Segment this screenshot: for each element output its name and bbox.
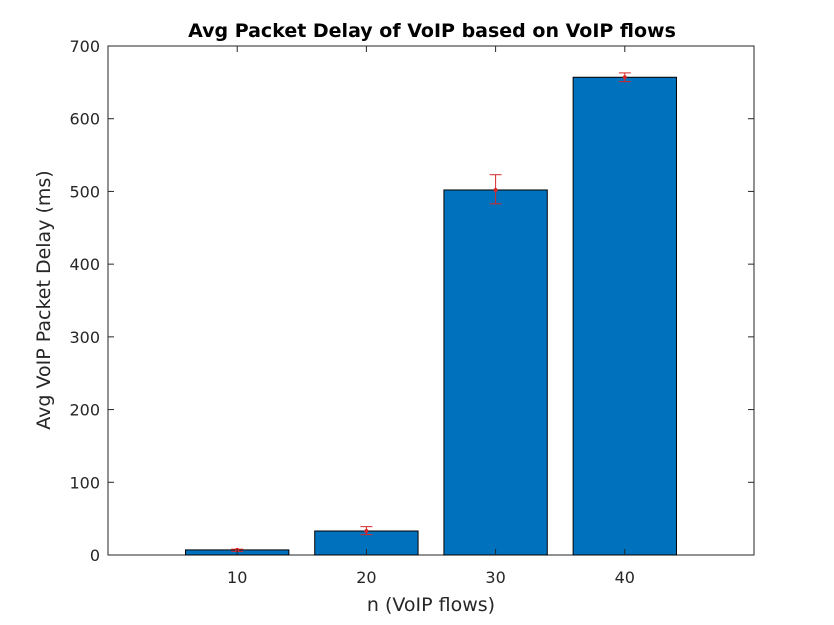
y-tick-label: 700: [69, 37, 100, 56]
x-tick-label: 10: [227, 568, 247, 587]
bars: [185, 76, 677, 556]
y-tick-label: 300: [69, 328, 100, 347]
y-tick-label: 500: [69, 182, 100, 201]
error-bars: [231, 72, 631, 552]
chart-title: Avg Packet Delay of VoIP based on VoIP f…: [188, 20, 676, 42]
x-tick-label: 20: [356, 568, 376, 587]
y-tick-label: 400: [69, 255, 100, 274]
y-tick-label: 0: [90, 546, 100, 565]
bar-30: [443, 189, 548, 556]
bar-40: [572, 76, 677, 556]
plot-area: [107, 45, 755, 556]
x-axis-ticks: 10 20 30 40: [227, 46, 635, 587]
x-tick-label: 40: [615, 568, 635, 587]
y-axis-label: Avg VoIP Packet Delay (ms): [33, 170, 55, 429]
y-tick-label: 600: [69, 110, 100, 129]
mean-marker-30: [493, 187, 498, 192]
y-tick-label: 100: [69, 473, 100, 492]
mean-marker-20: [364, 529, 369, 534]
y-tick-label: 200: [69, 401, 100, 420]
x-axis-label: n (VoIP flows): [367, 594, 495, 616]
mean-marker-40: [622, 75, 627, 80]
x-tick-label: 30: [485, 568, 505, 587]
y-axis-ticks: 0 100 200 300 400 500 600 700: [69, 37, 754, 565]
